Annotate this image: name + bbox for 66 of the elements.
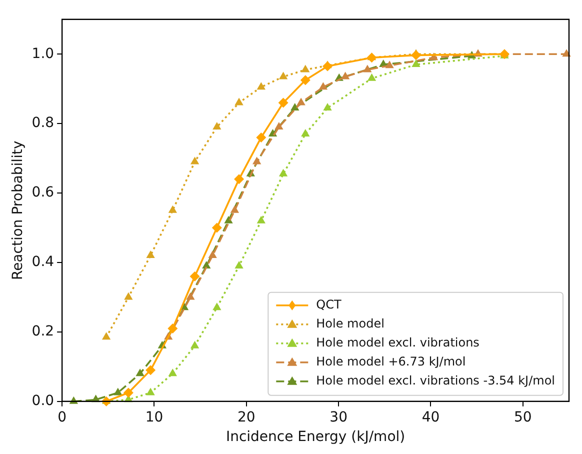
y-tick-label: 0.4 xyxy=(32,254,54,270)
point xyxy=(296,98,306,106)
y-axis-title: Reaction Probability xyxy=(10,140,26,280)
point xyxy=(385,60,394,68)
point xyxy=(230,205,240,213)
legend-label: Hole model xyxy=(316,316,384,331)
y-tick-label: 0.8 xyxy=(32,115,54,132)
point xyxy=(234,174,244,184)
y-tick-label: 1.0 xyxy=(32,46,54,62)
point xyxy=(256,132,266,142)
point xyxy=(208,250,217,258)
x-tick-label: 20 xyxy=(237,409,256,426)
point xyxy=(363,64,372,72)
point xyxy=(300,75,310,86)
point xyxy=(224,216,233,224)
point xyxy=(168,368,177,376)
point xyxy=(190,340,200,348)
point xyxy=(274,122,284,130)
point xyxy=(252,156,262,164)
point xyxy=(256,82,266,90)
point xyxy=(190,271,200,282)
point xyxy=(318,82,328,90)
point xyxy=(146,388,155,396)
point xyxy=(366,52,377,63)
legend-label: Hole model excl. vibrations -3.54 kJ/mol xyxy=(316,374,556,388)
point xyxy=(278,168,288,176)
point xyxy=(367,73,376,81)
point xyxy=(212,122,222,130)
point xyxy=(322,61,333,72)
y-tick-label: 0.0 xyxy=(32,393,54,410)
y-tick-label: 0.6 xyxy=(32,184,54,201)
legend-label: QCT xyxy=(316,298,342,312)
x-tick-label: 10 xyxy=(145,409,164,426)
point xyxy=(234,98,244,106)
point xyxy=(168,205,177,213)
y-tick-label: 0.2 xyxy=(32,324,54,340)
point xyxy=(412,60,420,68)
x-tick-label: 30 xyxy=(330,409,348,426)
point xyxy=(190,156,200,164)
point xyxy=(168,323,178,334)
point xyxy=(323,102,332,110)
point xyxy=(136,368,144,376)
point xyxy=(114,388,122,396)
point xyxy=(186,292,195,300)
point xyxy=(411,50,421,60)
point xyxy=(234,260,244,268)
point xyxy=(212,302,222,310)
point xyxy=(256,216,266,224)
point xyxy=(102,332,111,340)
point xyxy=(278,98,288,108)
x-axis-title: Incidence Energy (kJ/mol) xyxy=(226,429,406,446)
x-tick-label: 0 xyxy=(58,409,67,426)
point xyxy=(124,292,133,300)
point xyxy=(278,72,288,80)
legend-label: Hole model +6.73 kJ/mol xyxy=(316,354,466,369)
x-tick-label: 40 xyxy=(422,409,440,426)
point xyxy=(146,365,156,376)
legend-label: Hole model excl. vibrations xyxy=(316,336,480,350)
x-tick-label: 50 xyxy=(514,409,532,426)
point xyxy=(123,388,134,398)
point xyxy=(146,250,155,258)
point xyxy=(212,222,222,233)
point xyxy=(301,64,310,72)
point xyxy=(301,129,310,136)
point xyxy=(340,72,350,80)
point xyxy=(290,102,300,110)
